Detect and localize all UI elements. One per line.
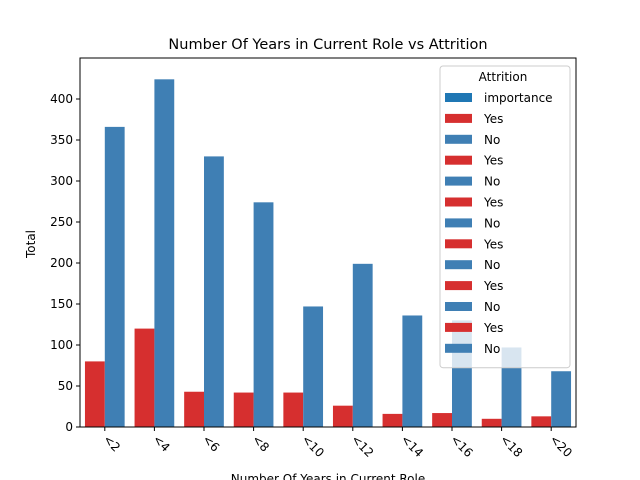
legend-label: Yes bbox=[483, 112, 503, 126]
legend-swatch bbox=[445, 281, 472, 291]
bar-no-1 bbox=[154, 79, 175, 427]
legend-label: No bbox=[484, 133, 500, 147]
bar-yes-2 bbox=[184, 391, 204, 427]
x-tick-label: <8 bbox=[249, 432, 271, 454]
bar-no-3 bbox=[253, 202, 274, 427]
bar-no-4 bbox=[303, 306, 324, 427]
legend-title: Attrition bbox=[479, 70, 528, 84]
legend-swatch bbox=[445, 197, 472, 207]
y-axis-label: Total bbox=[24, 230, 38, 259]
chart-title: Number Of Years in Current Role vs Attri… bbox=[168, 37, 487, 53]
y-tick-label: 400 bbox=[50, 92, 73, 106]
y-tick-label: 150 bbox=[50, 297, 73, 311]
legend-swatch bbox=[445, 343, 472, 353]
legend-swatch bbox=[445, 239, 472, 249]
legend-swatch bbox=[445, 113, 472, 123]
bar-no-6 bbox=[402, 315, 423, 427]
y-tick-label: 250 bbox=[50, 215, 73, 229]
legend-swatch bbox=[445, 134, 472, 144]
legend-swatch bbox=[445, 260, 472, 270]
legend-label: Yes bbox=[483, 321, 503, 335]
x-tick-label: <20 bbox=[547, 432, 575, 460]
y-tick-label: 0 bbox=[65, 420, 73, 434]
x-tick-label: <14 bbox=[398, 432, 426, 460]
bar-no-5 bbox=[352, 263, 373, 427]
x-tick-label: <4 bbox=[150, 432, 172, 454]
legend-label: No bbox=[484, 300, 500, 314]
x-tick-label: <6 bbox=[200, 432, 222, 454]
y-tick-label: 300 bbox=[50, 174, 73, 188]
bar-yes-0 bbox=[84, 361, 105, 427]
legend-label: No bbox=[484, 258, 500, 272]
legend: Attrition importance Yes No Yes No Yes No Yes No Y… bbox=[439, 65, 571, 369]
bar-yes-9 bbox=[531, 416, 552, 427]
x-tick-label: <12 bbox=[349, 432, 377, 460]
legend-swatch bbox=[445, 155, 472, 165]
legend-swatch bbox=[445, 302, 472, 311]
legend-label: No bbox=[484, 342, 500, 356]
bar-yes-7 bbox=[432, 413, 452, 427]
bar-yes-5 bbox=[332, 405, 353, 427]
legend-box bbox=[439, 65, 571, 369]
legend-swatch bbox=[445, 322, 472, 332]
bar-yes-6 bbox=[382, 413, 403, 427]
legend-label: importance bbox=[484, 91, 553, 105]
bars-group bbox=[84, 79, 572, 427]
bar-no-9 bbox=[551, 371, 572, 427]
legend-label: Yes bbox=[483, 279, 503, 293]
x-tick-label: <10 bbox=[299, 432, 327, 460]
bar-no-2 bbox=[204, 156, 224, 427]
bar-yes-4 bbox=[283, 392, 304, 427]
axes-frame bbox=[79, 57, 577, 428]
legend-label: Yes bbox=[483, 237, 503, 251]
y-tick-label: 100 bbox=[50, 338, 73, 352]
bar-yes-3 bbox=[233, 392, 254, 427]
legend-label: No bbox=[484, 175, 500, 189]
y-tick-label: 350 bbox=[50, 133, 73, 147]
x-tick-label: <2 bbox=[101, 432, 123, 454]
bar-no-0 bbox=[104, 126, 125, 427]
y-tick-label: 50 bbox=[58, 379, 73, 393]
legend-label: Yes bbox=[483, 154, 503, 168]
legend-swatch bbox=[445, 93, 472, 102]
bar-yes-8 bbox=[481, 418, 502, 427]
legend-swatch bbox=[445, 218, 472, 228]
legend-swatch bbox=[445, 176, 472, 186]
bar-yes-1 bbox=[134, 328, 155, 427]
legend-label: No bbox=[484, 216, 500, 230]
x-axis-label: Number Of Years in Current Role bbox=[231, 472, 425, 480]
y-tick-label: 200 bbox=[50, 256, 73, 270]
x-tick-label: <18 bbox=[497, 432, 525, 460]
legend-label: Yes bbox=[483, 196, 503, 210]
x-tick-label: <16 bbox=[448, 432, 476, 460]
